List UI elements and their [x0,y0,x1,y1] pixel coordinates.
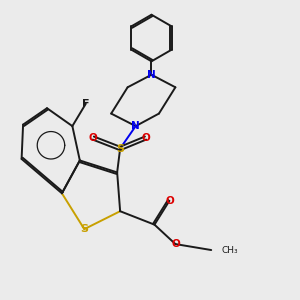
Text: O: O [89,133,98,143]
Text: S: S [116,143,124,154]
Text: N: N [131,121,140,131]
Text: F: F [82,99,89,109]
Text: N: N [147,70,156,80]
Text: O: O [165,196,174,206]
Text: CH₃: CH₃ [222,245,238,254]
Text: O: O [171,239,180,249]
Text: S: S [80,224,88,234]
Text: O: O [141,133,150,143]
